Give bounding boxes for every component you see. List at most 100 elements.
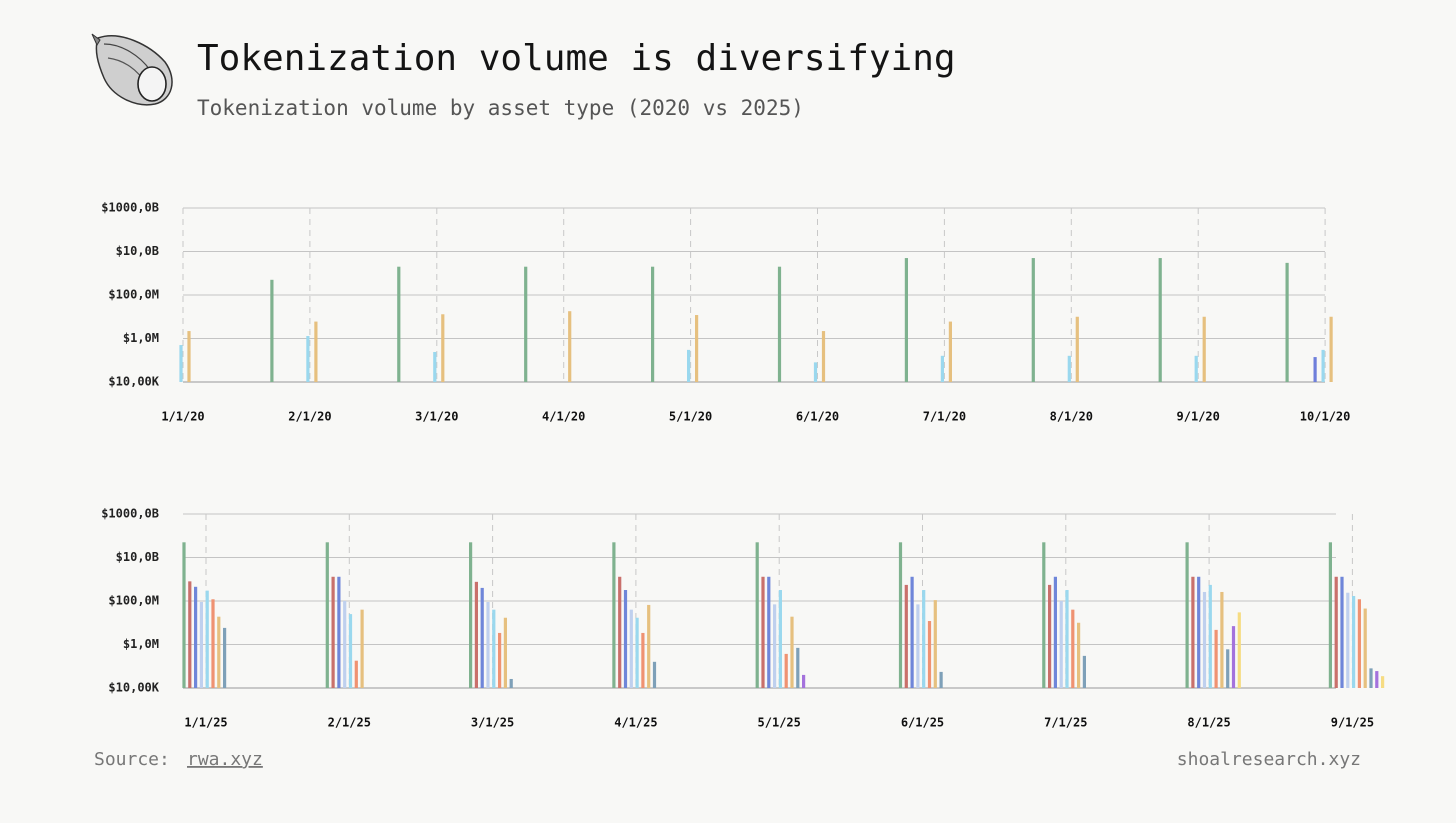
- bar: [767, 576, 771, 688]
- bar: [1053, 576, 1057, 688]
- source-label: Source:: [94, 749, 170, 770]
- bar: [1375, 671, 1379, 688]
- credit: shoalresearch.xyz: [1177, 749, 1361, 770]
- bar: [1048, 584, 1052, 688]
- bar: [314, 321, 318, 382]
- bar: [1194, 355, 1198, 382]
- bar: [469, 542, 473, 688]
- bar: [194, 586, 198, 688]
- bar: [492, 609, 496, 688]
- bar: [325, 542, 329, 688]
- bar: [623, 590, 628, 688]
- bar: [1059, 601, 1063, 688]
- y-tick-label: $10,00K: [108, 375, 159, 389]
- bar: [687, 349, 691, 382]
- bar: [1313, 357, 1317, 382]
- bar: [179, 345, 183, 382]
- bar: [904, 584, 908, 688]
- bar: [1065, 590, 1069, 688]
- subtitle: Tokenization volume by asset type (2020 …: [197, 96, 804, 120]
- bar: [777, 266, 782, 382]
- bar: [761, 576, 765, 688]
- bar: [1208, 584, 1212, 688]
- y-tick-label: $100,0M: [108, 594, 159, 608]
- bar: [1071, 609, 1075, 688]
- x-tick-label: 5/1/20: [669, 410, 712, 424]
- bar: [337, 576, 341, 688]
- bar: [695, 315, 699, 382]
- bar: [641, 632, 645, 688]
- bar: [1031, 258, 1035, 382]
- y-tick-label: $10,0B: [116, 244, 159, 258]
- bar: [1220, 591, 1224, 688]
- x-tick-label: 3/1/25: [471, 716, 514, 730]
- bar: [188, 581, 192, 688]
- y-tick-label: $1,0M: [123, 637, 159, 651]
- x-tick-label: 4/1/20: [542, 410, 585, 424]
- bar: [441, 314, 445, 382]
- bar: [647, 604, 651, 688]
- bar: [1231, 626, 1236, 688]
- bar: [1202, 591, 1207, 688]
- x-tick-label: 10/1/20: [1300, 410, 1351, 424]
- bar: [354, 660, 358, 688]
- bar: [270, 279, 274, 382]
- bar: [1285, 262, 1289, 382]
- bar: [187, 331, 191, 382]
- bar: [635, 617, 639, 688]
- bar: [618, 576, 622, 688]
- bar: [898, 542, 903, 688]
- bar: [397, 266, 401, 382]
- bar: [498, 632, 502, 688]
- bar: [910, 576, 914, 688]
- bar: [948, 321, 952, 382]
- bar: [1202, 316, 1206, 382]
- bar: [1237, 612, 1241, 688]
- bar: [927, 621, 932, 688]
- y-tick-label: $100,0M: [108, 288, 159, 302]
- x-tick-label: 1/1/20: [161, 410, 204, 424]
- bar: [1340, 576, 1344, 688]
- bar: [1334, 576, 1338, 688]
- bar: [474, 581, 478, 688]
- bar: [796, 647, 800, 688]
- bar: [486, 601, 490, 688]
- bar: [755, 542, 759, 688]
- bar: [182, 542, 186, 688]
- y-tick-label: $1000,0B: [101, 201, 159, 215]
- x-tick-label: 5/1/25: [758, 716, 801, 730]
- bar: [1158, 258, 1162, 382]
- y-tick-label: $10,0B: [116, 550, 159, 564]
- bar: [612, 542, 616, 688]
- bar: [790, 616, 794, 688]
- x-tick-label: 2/1/20: [288, 410, 331, 424]
- shell-logo: [91, 33, 173, 106]
- bar: [1082, 655, 1086, 688]
- bar: [211, 599, 215, 688]
- bar: [1226, 649, 1230, 688]
- bar: [1329, 316, 1333, 382]
- bar: [1328, 542, 1332, 688]
- bar: [503, 617, 507, 688]
- x-tick-label: 9/1/25: [1331, 716, 1374, 730]
- bar: [223, 627, 227, 688]
- y-tick-label: $1000,0B: [101, 507, 159, 521]
- bar: [343, 601, 347, 688]
- source-link[interactable]: rwa.xyz: [187, 749, 263, 770]
- bar: [306, 336, 310, 382]
- x-tick-label: 6/1/20: [796, 410, 839, 424]
- bar: [1363, 608, 1367, 688]
- x-tick-label: 4/1/25: [614, 716, 657, 730]
- bar: [217, 616, 221, 688]
- bar: [199, 601, 203, 688]
- bar: [813, 362, 818, 382]
- bar: [331, 576, 335, 688]
- bar: [1214, 629, 1218, 688]
- bar: [904, 258, 908, 382]
- bar: [1075, 316, 1079, 382]
- bar: [360, 609, 364, 688]
- bar: [1185, 542, 1189, 688]
- bar: [651, 266, 655, 382]
- bar: [940, 355, 944, 382]
